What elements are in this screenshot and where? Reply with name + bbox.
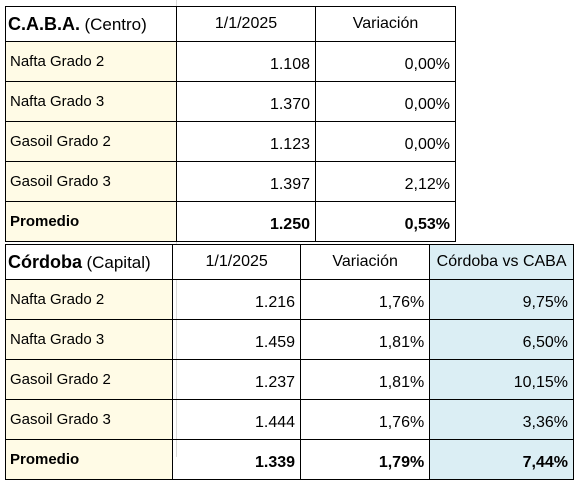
average-label-cell[interactable]: Promedio — [4, 439, 174, 480]
table-row: Gasoil Grado 2 1.237 1,81% 10,15% — [4, 359, 574, 400]
table-row: Nafta Grado 3 1.370 0,00% — [5, 81, 456, 122]
table-row: Nafta Grado 3 1.459 1,81% 6,50% — [4, 319, 574, 360]
table-row: Gasoil Grado 3 1.397 2,12% — [5, 161, 456, 202]
price-cell[interactable]: 1.397 — [176, 161, 316, 202]
caba-date-header[interactable]: 1/1/2025 — [176, 6, 316, 42]
fuel-label-cell[interactable]: Nafta Grado 2 — [5, 41, 177, 82]
average-price-cell[interactable]: 1.250 — [176, 201, 316, 242]
caba-header-row: C.A.B.A. (Centro) 1/1/2025 Variación — [5, 6, 456, 42]
change-cell[interactable]: 0,00% — [315, 41, 456, 82]
fuel-label-cell[interactable]: Gasoil Grado 2 — [4, 359, 174, 400]
change-cell[interactable]: 2,12% — [315, 161, 456, 202]
fuel-label-cell[interactable]: Gasoil Grado 2 — [5, 121, 177, 162]
compare-cell[interactable]: 6,50% — [429, 319, 574, 360]
fuel-label-cell[interactable]: Nafta Grado 3 — [5, 81, 177, 122]
price-cell[interactable]: 1.123 — [176, 121, 316, 162]
table-row: Nafta Grado 2 1.108 0,00% — [5, 41, 456, 82]
compare-cell[interactable]: 9,75% — [429, 279, 574, 320]
compare-cell[interactable]: 10,15% — [429, 359, 574, 400]
caba-change-header[interactable]: Variación — [315, 6, 456, 42]
price-cell[interactable]: 1.237 — [172, 359, 302, 400]
price-cell[interactable]: 1.444 — [172, 399, 302, 440]
average-compare-cell[interactable]: 7,44% — [429, 439, 574, 480]
cordoba-city-name: Córdoba — [8, 251, 82, 272]
fuel-label-cell[interactable]: Gasoil Grado 3 — [5, 161, 177, 202]
change-cell[interactable]: 0,00% — [315, 81, 456, 122]
price-cell[interactable]: 1.370 — [176, 81, 316, 122]
caba-price-table: C.A.B.A. (Centro) 1/1/2025 Variación Naf… — [5, 6, 456, 242]
price-cell[interactable]: 1.216 — [172, 279, 302, 320]
cordoba-price-table: Córdoba (Capital) 1/1/2025 Variación Cór… — [4, 244, 574, 480]
change-cell[interactable]: 1,81% — [300, 319, 431, 360]
cordoba-header-row: Córdoba (Capital) 1/1/2025 Variación Cór… — [4, 244, 574, 280]
average-change-cell[interactable]: 0,53% — [315, 201, 456, 242]
cordoba-title-cell[interactable]: Córdoba (Capital) — [4, 244, 174, 280]
caba-city-name: C.A.B.A. — [8, 13, 80, 34]
price-cell[interactable]: 1.108 — [176, 41, 316, 82]
table-row: Gasoil Grado 2 1.123 0,00% — [5, 121, 456, 162]
change-cell[interactable]: 1,76% — [300, 399, 431, 440]
average-row: Promedio 1.250 0,53% — [5, 201, 456, 242]
caba-area-name: (Centro) — [84, 14, 147, 34]
change-cell[interactable]: 1,81% — [300, 359, 431, 400]
cordoba-date-header[interactable]: 1/1/2025 — [172, 244, 302, 280]
price-cell[interactable]: 1.459 — [172, 319, 302, 360]
table-row: Gasoil Grado 3 1.444 1,76% 3,36% — [4, 399, 574, 440]
change-cell[interactable]: 0,00% — [315, 121, 456, 162]
cordoba-area-name: (Capital) — [86, 252, 151, 272]
average-change-cell[interactable]: 1,79% — [300, 439, 431, 480]
average-price-cell[interactable]: 1.339 — [172, 439, 302, 480]
average-row: Promedio 1.339 1,79% 7,44% — [4, 439, 574, 480]
caba-title-cell[interactable]: C.A.B.A. (Centro) — [5, 6, 177, 42]
fuel-label-cell[interactable]: Nafta Grado 2 — [4, 279, 174, 320]
fuel-label-cell[interactable]: Gasoil Grado 3 — [4, 399, 174, 440]
average-label-cell[interactable]: Promedio — [5, 201, 177, 242]
cordoba-change-header[interactable]: Variación — [300, 244, 431, 280]
change-cell[interactable]: 1,76% — [300, 279, 431, 320]
cordoba-compare-header[interactable]: Córdoba vs CABA — [429, 244, 574, 280]
fuel-label-cell[interactable]: Nafta Grado 3 — [4, 319, 174, 360]
compare-cell[interactable]: 3,36% — [429, 399, 574, 440]
table-row: Nafta Grado 2 1.216 1,76% 9,75% — [4, 279, 574, 320]
